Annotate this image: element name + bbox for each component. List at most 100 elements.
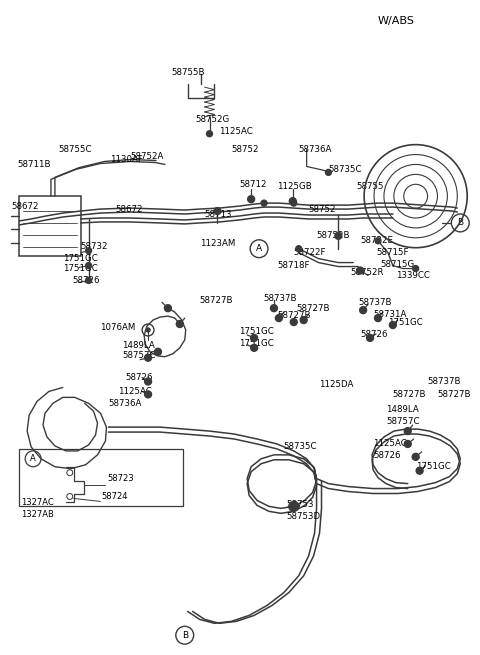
Circle shape: [416, 467, 423, 474]
Text: 58736A: 58736A: [108, 399, 142, 408]
Text: 58715G: 58715G: [380, 260, 414, 269]
Text: 58752: 58752: [231, 145, 259, 154]
Text: 1125GB: 1125GB: [277, 182, 312, 191]
Text: 1125AC: 1125AC: [219, 127, 253, 136]
Circle shape: [146, 328, 150, 332]
Text: 58752B: 58752B: [316, 231, 350, 240]
Text: 58727B: 58727B: [297, 304, 330, 312]
Text: 58735C: 58735C: [284, 442, 317, 451]
Circle shape: [296, 246, 302, 252]
Text: 58724: 58724: [101, 492, 128, 501]
Text: 58753D: 58753D: [287, 512, 321, 521]
Text: 1125AC: 1125AC: [373, 440, 407, 449]
Text: 58726: 58726: [73, 276, 100, 285]
Text: 58726: 58726: [360, 330, 388, 339]
Text: 58731A: 58731A: [373, 310, 407, 318]
Text: 58752R: 58752R: [350, 268, 384, 277]
Text: 58757C: 58757C: [122, 351, 156, 360]
Text: 1751GC: 1751GC: [239, 339, 274, 348]
Circle shape: [360, 307, 367, 314]
Circle shape: [144, 378, 152, 385]
Text: 58753: 58753: [287, 500, 314, 509]
Circle shape: [367, 335, 373, 341]
Text: 58713: 58713: [204, 210, 232, 219]
Text: 58755: 58755: [356, 182, 384, 191]
Text: 1751GC: 1751GC: [63, 254, 97, 263]
Text: 1751GC: 1751GC: [239, 328, 274, 337]
Bar: [19, 449, 183, 506]
Circle shape: [176, 320, 183, 328]
Text: 1489LA: 1489LA: [386, 405, 419, 414]
Circle shape: [165, 305, 171, 312]
Text: 58752A: 58752A: [130, 152, 164, 161]
Circle shape: [85, 263, 92, 269]
Circle shape: [389, 322, 396, 329]
Text: 58715F: 58715F: [376, 248, 408, 257]
Circle shape: [357, 267, 364, 274]
Text: 58712: 58712: [239, 179, 267, 189]
Circle shape: [290, 318, 297, 326]
Text: 1751GC: 1751GC: [416, 462, 450, 471]
Circle shape: [144, 354, 152, 361]
Circle shape: [144, 391, 152, 398]
Circle shape: [85, 248, 92, 253]
Circle shape: [412, 453, 419, 460]
Text: 58755B: 58755B: [171, 68, 204, 77]
Text: 1489LA: 1489LA: [122, 341, 155, 350]
Text: 1327AC: 1327AC: [21, 498, 54, 507]
Text: 58727B: 58727B: [200, 296, 233, 305]
Text: 58727B: 58727B: [277, 310, 311, 320]
Text: 1123AM: 1123AM: [200, 239, 235, 248]
Text: 1327AB: 1327AB: [21, 510, 54, 519]
Text: 58672: 58672: [12, 202, 39, 211]
Text: 1125AC: 1125AC: [119, 387, 152, 396]
Text: 58735C: 58735C: [328, 165, 362, 174]
Text: 58752: 58752: [309, 204, 336, 214]
Circle shape: [404, 440, 411, 447]
Text: B: B: [457, 218, 463, 227]
Circle shape: [270, 305, 277, 312]
Text: 58752G: 58752G: [196, 115, 230, 124]
Text: B: B: [181, 631, 188, 640]
Text: 58757C: 58757C: [386, 417, 420, 426]
Circle shape: [261, 200, 267, 206]
Text: 58718F: 58718F: [277, 261, 310, 270]
Text: W/ABS: W/ABS: [378, 16, 415, 26]
Text: 58711B: 58711B: [17, 160, 51, 169]
Text: 58672: 58672: [115, 204, 143, 214]
Text: 1076AM: 1076AM: [100, 324, 136, 333]
Circle shape: [85, 278, 92, 284]
Circle shape: [276, 314, 282, 322]
Text: 58737B: 58737B: [428, 377, 461, 386]
Circle shape: [404, 428, 411, 434]
Circle shape: [251, 345, 258, 351]
Circle shape: [214, 208, 221, 215]
Text: 58722E: 58722E: [360, 236, 393, 245]
Circle shape: [375, 238, 381, 244]
Circle shape: [300, 316, 307, 324]
Circle shape: [374, 314, 382, 322]
Bar: [19, 196, 81, 255]
Text: 58723: 58723: [108, 474, 134, 483]
Text: 58722F: 58722F: [294, 248, 326, 257]
Text: A: A: [30, 455, 36, 463]
Text: 58727B: 58727B: [437, 390, 471, 399]
Circle shape: [289, 502, 299, 512]
Circle shape: [325, 170, 331, 176]
Text: 58737B: 58737B: [358, 298, 392, 307]
Text: 1125DA: 1125DA: [319, 380, 353, 389]
Text: 58755C: 58755C: [59, 145, 92, 154]
Text: 58727B: 58727B: [393, 390, 426, 399]
Text: 58737B: 58737B: [263, 293, 297, 303]
Text: 58732: 58732: [81, 242, 108, 252]
Circle shape: [289, 198, 296, 204]
Text: A: A: [256, 244, 262, 253]
Circle shape: [413, 265, 419, 272]
Circle shape: [335, 233, 342, 239]
Text: 58726: 58726: [125, 373, 153, 382]
Text: 1751GC: 1751GC: [388, 318, 423, 327]
Text: 1339CC: 1339CC: [396, 271, 430, 280]
Circle shape: [206, 131, 213, 137]
Text: 1751GC: 1751GC: [63, 264, 97, 273]
Circle shape: [291, 200, 297, 206]
